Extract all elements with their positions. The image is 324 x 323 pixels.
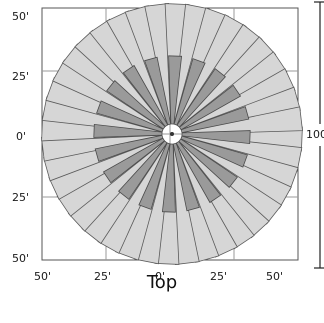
x-tick-label: 0' bbox=[155, 270, 165, 283]
sensor-origin-dot bbox=[170, 132, 174, 136]
dimension-indicator: 100 bbox=[306, 1, 324, 269]
short-range-beam bbox=[106, 80, 166, 130]
short-range-beam bbox=[178, 84, 242, 131]
short-range-beam bbox=[178, 138, 238, 188]
x-tick-label: 50' bbox=[266, 270, 283, 283]
y-tick-label: 0' bbox=[16, 130, 26, 143]
y-tick-label: 50' bbox=[12, 252, 29, 265]
short-range-beams bbox=[93, 55, 251, 213]
x-axis-labels: 50' 25' 0' 25' 50' bbox=[34, 270, 283, 283]
y-tick-label: 50' bbox=[12, 10, 29, 23]
view-caption: Top bbox=[146, 272, 178, 293]
short-range-beam bbox=[122, 64, 169, 128]
short-range-beam bbox=[173, 58, 206, 126]
short-range-beam bbox=[144, 56, 172, 126]
short-range-beam bbox=[180, 106, 250, 134]
short-range-beam bbox=[180, 135, 248, 168]
x-tick-label: 25' bbox=[94, 270, 111, 283]
short-range-beam bbox=[93, 123, 163, 138]
short-range-beam bbox=[118, 140, 168, 200]
short-range-beam bbox=[96, 100, 164, 133]
dimension-label: 100 bbox=[306, 128, 324, 141]
x-tick-label: 25' bbox=[210, 270, 227, 283]
x-tick-label: 50' bbox=[34, 270, 51, 283]
y-axis-labels: 50' 25' 0' 25' 50' bbox=[12, 10, 29, 265]
y-tick-label: 25' bbox=[12, 70, 29, 83]
short-range-beam bbox=[175, 140, 222, 204]
short-range-beam bbox=[176, 68, 226, 128]
sensor-origin bbox=[170, 132, 174, 136]
short-range-beam bbox=[168, 55, 183, 125]
short-range-beam bbox=[161, 143, 176, 213]
short-range-beam bbox=[102, 137, 166, 184]
short-range-beam bbox=[181, 130, 251, 145]
short-range-beam bbox=[94, 134, 164, 162]
short-range-beam bbox=[138, 142, 171, 210]
short-range-beam bbox=[172, 142, 200, 212]
y-tick-label: 25' bbox=[12, 191, 29, 204]
